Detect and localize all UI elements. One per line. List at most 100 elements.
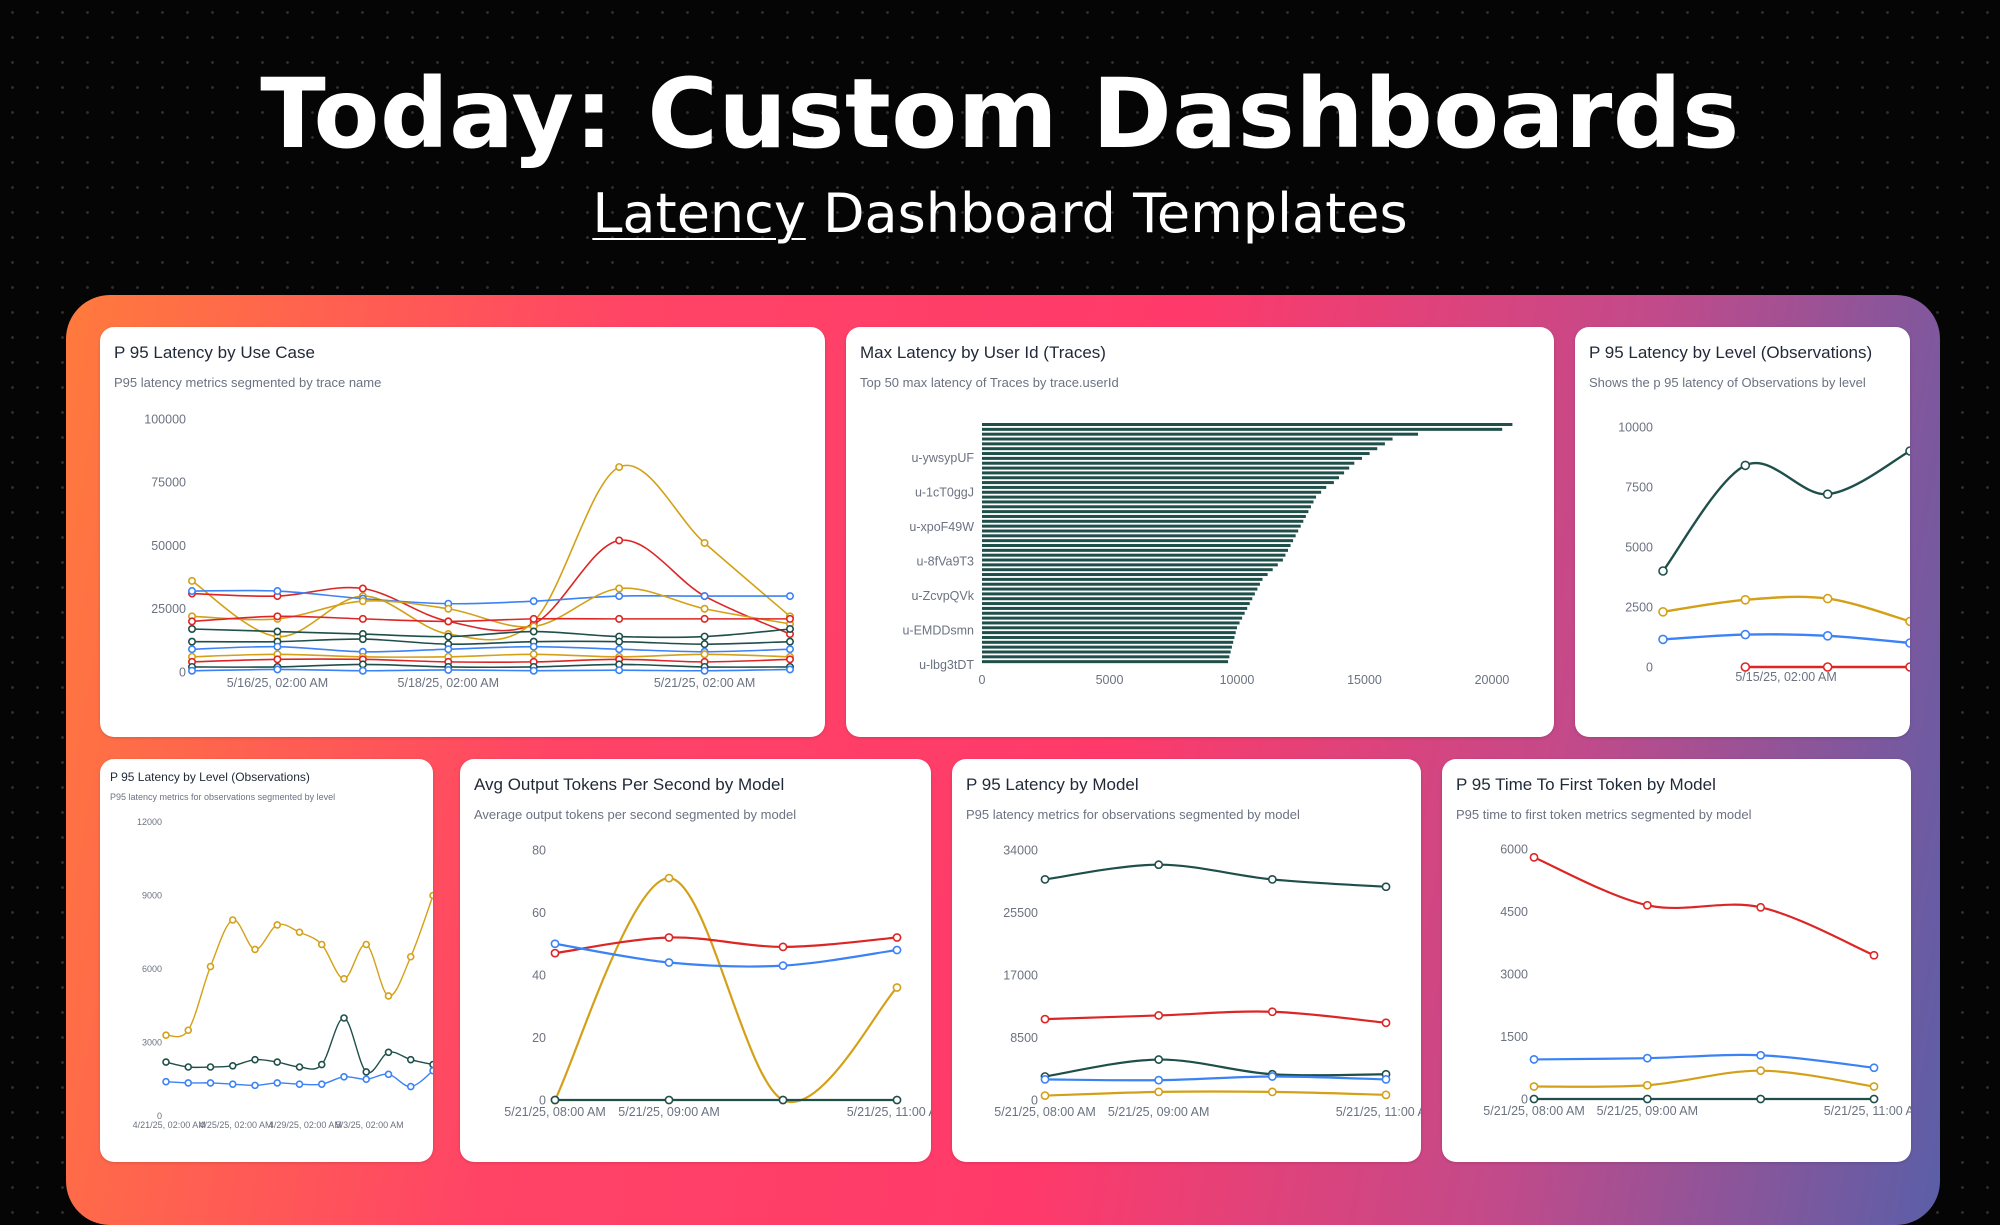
data-point[interactable] xyxy=(785,624,794,633)
data-point[interactable] xyxy=(1642,1094,1652,1104)
data-point[interactable] xyxy=(785,645,794,654)
data-point[interactable] xyxy=(188,587,197,596)
bar[interactable] xyxy=(982,481,1334,485)
bar[interactable] xyxy=(982,587,1258,591)
bar[interactable] xyxy=(982,635,1235,639)
card-latency-by-level[interactable]: P 95 Latency by Level (Observations) Sho… xyxy=(1575,327,1910,737)
bar[interactable] xyxy=(982,558,1283,562)
data-point[interactable] xyxy=(529,597,538,606)
data-point[interactable] xyxy=(550,1095,560,1105)
data-point[interactable] xyxy=(529,614,538,623)
data-point[interactable] xyxy=(1822,593,1833,604)
card-output-tokens-per-second[interactable]: Avg Output Tokens Per Second by Model Av… xyxy=(460,759,931,1162)
data-point[interactable] xyxy=(1642,900,1652,910)
data-point[interactable] xyxy=(358,666,367,675)
data-point[interactable] xyxy=(1381,1090,1391,1100)
data-point[interactable] xyxy=(1869,1094,1879,1104)
data-point[interactable] xyxy=(340,1072,348,1081)
data-point[interactable] xyxy=(251,1055,259,1064)
data-point[interactable] xyxy=(529,627,538,636)
data-point[interactable] xyxy=(444,665,453,674)
data-point[interactable] xyxy=(892,983,902,992)
bar[interactable] xyxy=(982,490,1322,494)
data-point[interactable] xyxy=(1905,446,1910,456)
bar[interactable] xyxy=(982,582,1260,586)
data-point[interactable] xyxy=(295,1063,304,1071)
bar[interactable] xyxy=(982,611,1245,615)
data-point[interactable] xyxy=(295,928,304,937)
data-point[interactable] xyxy=(1381,1075,1391,1084)
card-latency-by-level-small[interactable]: P 95 Latency by Level (Observations) P95… xyxy=(100,759,433,1162)
data-point[interactable] xyxy=(228,1080,237,1088)
data-point[interactable] xyxy=(1040,1091,1050,1100)
bar[interactable] xyxy=(982,616,1243,620)
data-point[interactable] xyxy=(1154,1075,1164,1085)
data-point[interactable] xyxy=(358,614,367,623)
data-point[interactable] xyxy=(1040,1075,1050,1084)
data-point[interactable] xyxy=(1658,566,1668,576)
bar[interactable] xyxy=(982,597,1253,601)
bar[interactable] xyxy=(982,563,1278,567)
bar[interactable] xyxy=(982,553,1286,557)
bar[interactable] xyxy=(982,539,1294,543)
data-point[interactable] xyxy=(785,665,794,674)
data-point[interactable] xyxy=(785,637,794,646)
bar[interactable] xyxy=(982,660,1229,664)
data-point[interactable] xyxy=(1905,638,1910,648)
data-point[interactable] xyxy=(162,1031,170,1039)
data-point[interactable] xyxy=(1642,1053,1652,1063)
data-point[interactable] xyxy=(362,1075,371,1084)
data-point[interactable] xyxy=(228,1061,237,1070)
bar[interactable] xyxy=(982,452,1370,456)
bar[interactable] xyxy=(982,548,1288,552)
data-point[interactable] xyxy=(1905,662,1910,672)
bar[interactable] xyxy=(982,423,1513,427)
bar[interactable] xyxy=(982,510,1309,514)
data-point[interactable] xyxy=(188,645,197,654)
bar[interactable] xyxy=(982,427,1503,431)
data-point[interactable] xyxy=(162,1058,170,1066)
data-point[interactable] xyxy=(892,945,902,955)
data-point[interactable] xyxy=(615,592,624,601)
data-point[interactable] xyxy=(700,614,709,623)
data-point[interactable] xyxy=(273,655,282,664)
data-point[interactable] xyxy=(384,1070,393,1079)
data-point[interactable] xyxy=(251,1081,259,1090)
data-point[interactable] xyxy=(529,650,538,659)
bar[interactable] xyxy=(982,461,1355,465)
data-point[interactable] xyxy=(1529,1094,1539,1104)
data-point[interactable] xyxy=(700,640,709,649)
data-point[interactable] xyxy=(444,632,453,641)
data-point[interactable] xyxy=(615,463,624,472)
data-point[interactable] xyxy=(384,992,393,1000)
data-point[interactable] xyxy=(406,1082,415,1091)
bar[interactable] xyxy=(982,534,1296,538)
data-point[interactable] xyxy=(340,1014,348,1022)
data-point[interactable] xyxy=(358,660,367,669)
data-point[interactable] xyxy=(1756,1066,1766,1076)
data-point[interactable] xyxy=(615,666,624,675)
data-point[interactable] xyxy=(429,1060,433,1069)
data-point[interactable] xyxy=(340,975,348,983)
data-point[interactable] xyxy=(778,961,788,971)
data-point[interactable] xyxy=(664,873,674,883)
bar[interactable] xyxy=(982,645,1232,649)
data-point[interactable] xyxy=(785,655,794,664)
data-point[interactable] xyxy=(184,1026,193,1035)
data-point[interactable] xyxy=(615,637,624,646)
data-point[interactable] xyxy=(429,1066,433,1075)
bar[interactable] xyxy=(982,592,1255,596)
card-latency-by-use-case[interactable]: P 95 Latency by Use Case P95 latency met… xyxy=(100,327,825,737)
data-point[interactable] xyxy=(406,1055,415,1064)
data-point[interactable] xyxy=(1740,662,1751,672)
bar[interactable] xyxy=(982,514,1306,518)
data-point[interactable] xyxy=(1154,860,1164,870)
data-point[interactable] xyxy=(1822,662,1833,672)
bar[interactable] xyxy=(982,573,1268,577)
data-point[interactable] xyxy=(444,617,453,626)
data-point[interactable] xyxy=(700,604,709,613)
data-point[interactable] xyxy=(700,538,709,547)
bar[interactable] xyxy=(982,529,1299,533)
bar[interactable] xyxy=(982,544,1291,548)
data-point[interactable] xyxy=(700,592,709,601)
